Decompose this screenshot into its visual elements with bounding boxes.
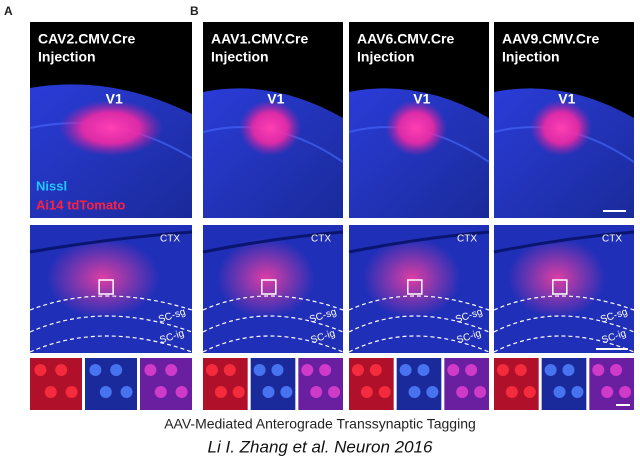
injection-site	[530, 100, 592, 156]
cell	[610, 364, 623, 376]
sc-boundary	[29, 295, 193, 311]
cell	[544, 364, 557, 376]
sc-boundary	[493, 315, 635, 333]
cell	[301, 364, 314, 376]
zoom-box	[261, 279, 277, 295]
cell	[571, 386, 584, 398]
layer-label: CTX	[160, 234, 180, 245]
panel-label: B	[190, 4, 199, 18]
cell	[280, 386, 293, 398]
cell	[456, 386, 469, 398]
sc-boundary	[348, 335, 490, 353]
cell	[523, 386, 536, 398]
panel-label: A	[4, 4, 13, 18]
cell	[514, 364, 527, 376]
cell	[369, 364, 382, 376]
panel-title: Injection	[502, 49, 560, 65]
region-label: V1	[558, 91, 575, 107]
cell	[205, 364, 218, 376]
cortex-surface	[348, 230, 490, 254]
cell	[44, 386, 57, 398]
labeled-cells	[508, 238, 606, 318]
cell	[447, 364, 460, 376]
cortex-surface	[29, 230, 193, 254]
sc-boundary	[29, 315, 193, 333]
cell	[319, 364, 332, 376]
panel-title: CAV2.CMV.Cre	[38, 31, 135, 47]
legend-nissl: Nissl	[36, 178, 67, 193]
cell	[99, 386, 112, 398]
cell	[175, 386, 188, 398]
cell	[408, 386, 421, 398]
cell	[223, 364, 236, 376]
cell	[378, 386, 391, 398]
sc-boundary	[202, 335, 344, 353]
cell	[505, 386, 518, 398]
panel-title: AAV6.CMV.Cre	[357, 31, 454, 47]
cell	[399, 364, 412, 376]
cell	[89, 364, 102, 376]
cell	[65, 386, 78, 398]
cell	[310, 386, 323, 398]
cell	[165, 364, 178, 376]
region-label: V1	[413, 91, 430, 107]
layer-label: CTX	[457, 234, 477, 245]
cell	[154, 386, 167, 398]
injection-site	[385, 100, 448, 156]
layer-label: CTX	[311, 234, 331, 245]
cell	[328, 386, 341, 398]
zoom-box	[552, 279, 568, 295]
cell	[110, 364, 123, 376]
labeled-cells	[46, 238, 160, 318]
injection-site	[239, 100, 301, 156]
region-label: V1	[267, 91, 284, 107]
caption-title: AAV-Mediated Anterograde Transsynaptic T…	[164, 416, 476, 432]
cell	[271, 364, 284, 376]
legend-tdtomato: Ai14 tdTomato	[36, 197, 125, 212]
cell	[465, 364, 478, 376]
panel-title: Injection	[38, 49, 96, 65]
cell	[34, 364, 47, 376]
injection-site	[59, 100, 163, 156]
cortex-surface	[493, 230, 635, 254]
cell	[619, 386, 632, 398]
layer-label: CTX	[602, 234, 622, 245]
sc-boundary	[348, 295, 490, 311]
region-label: V1	[106, 91, 123, 107]
panel-title: Injection	[211, 49, 269, 65]
sc-boundary	[493, 335, 635, 353]
panel-title: Injection	[357, 49, 415, 65]
cell	[601, 386, 614, 398]
panel-title: AAV9.CMV.Cre	[502, 31, 599, 47]
labeled-cells	[363, 238, 461, 318]
cell	[232, 386, 245, 398]
cell	[426, 386, 439, 398]
panel-title: AAV1.CMV.Cre	[211, 31, 308, 47]
cell	[562, 364, 575, 376]
cell	[262, 386, 275, 398]
cell	[144, 364, 157, 376]
cell	[417, 364, 430, 376]
sc-boundary	[29, 335, 193, 353]
cell	[120, 386, 133, 398]
sc-boundary	[202, 315, 344, 333]
zoom-box	[407, 279, 423, 295]
caption-citation: Li I. Zhang et al. Neuron 2016	[208, 437, 433, 456]
cell	[55, 364, 68, 376]
cell	[553, 386, 566, 398]
cell	[360, 386, 373, 398]
labeled-cells	[217, 238, 315, 318]
zoom-box	[98, 279, 114, 295]
cell	[496, 364, 509, 376]
cortex-surface	[202, 230, 344, 254]
sc-boundary	[493, 295, 635, 311]
cell	[214, 386, 227, 398]
cell	[351, 364, 364, 376]
cell	[474, 386, 487, 398]
sc-boundary	[202, 295, 344, 311]
cell	[592, 364, 605, 376]
cell	[253, 364, 266, 376]
sc-boundary	[348, 315, 490, 333]
